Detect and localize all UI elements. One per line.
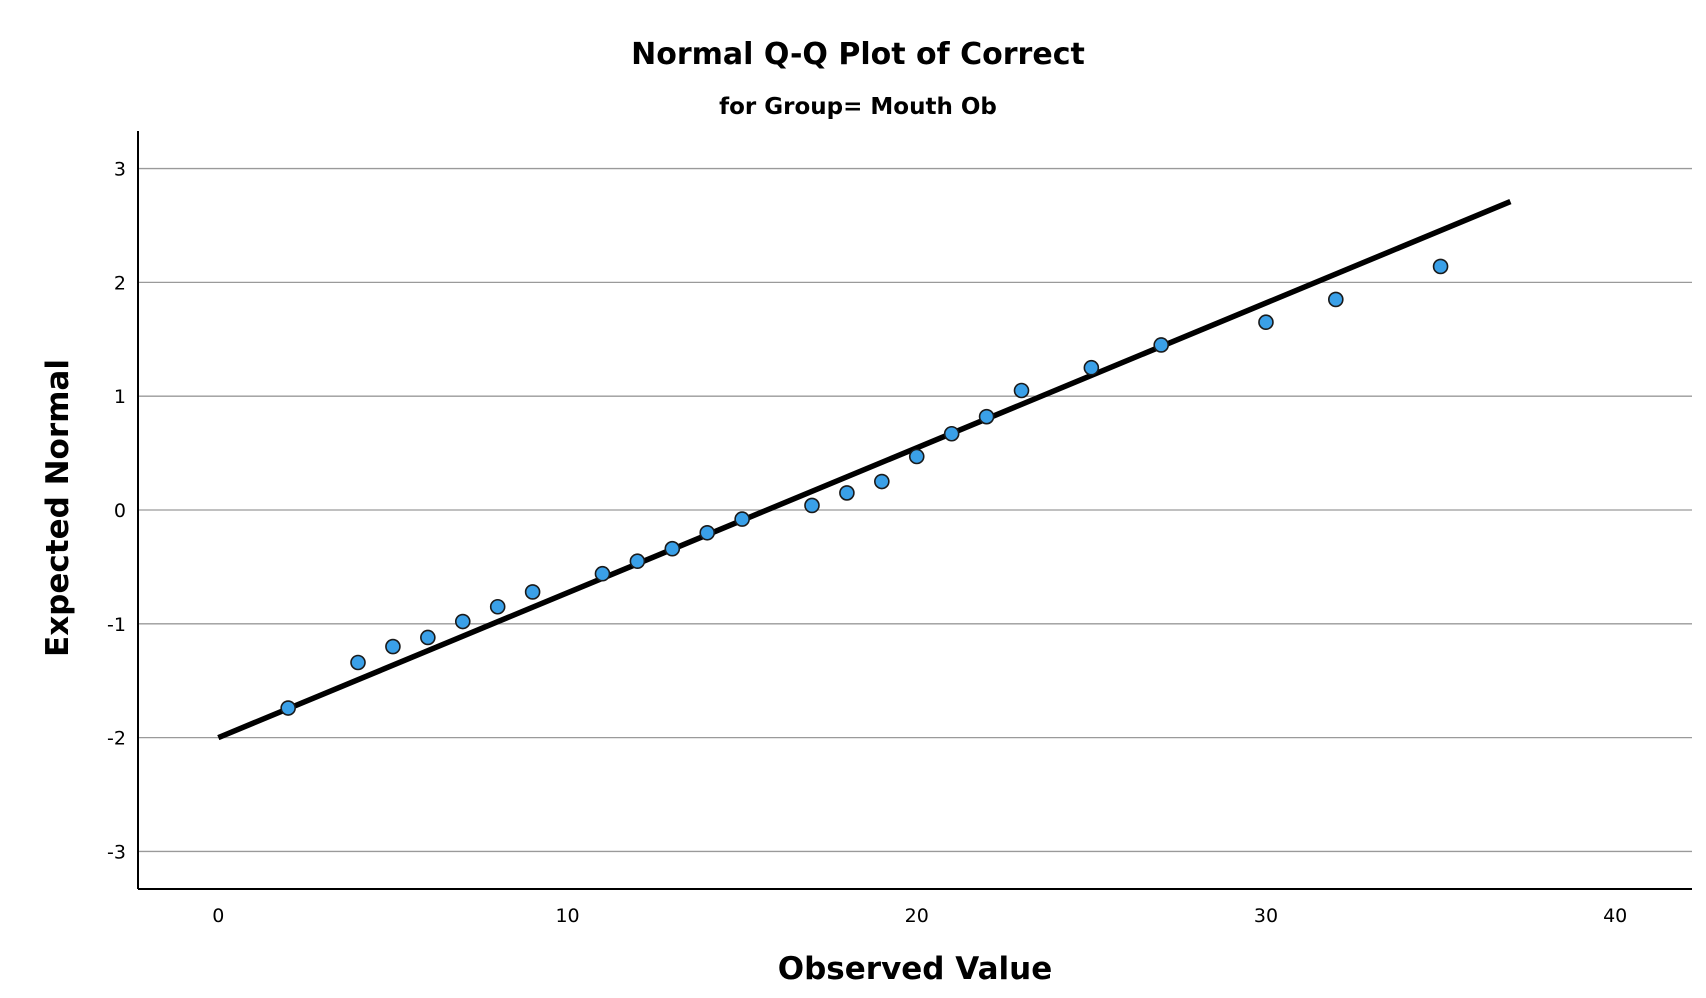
data-point [734, 511, 750, 527]
data-point [280, 700, 296, 716]
data-point [629, 553, 646, 570]
y-tick-label: 3 [114, 159, 126, 181]
data-point [1083, 359, 1100, 376]
x-tick-label: 30 [1254, 905, 1278, 927]
data-point [943, 425, 960, 442]
gridlines [138, 167, 1692, 853]
data-point [524, 584, 541, 600]
data-point [385, 638, 401, 655]
chart-title: Normal Q-Q Plot of Correct [631, 37, 1085, 72]
x-tick-label: 20 [905, 905, 929, 927]
x-tick-label: 10 [555, 905, 579, 927]
data-point [804, 497, 820, 514]
data-point [420, 629, 436, 646]
data-point [1013, 382, 1030, 399]
data-point [664, 540, 681, 557]
data-point [839, 485, 855, 501]
data-point [874, 473, 890, 490]
data-point [1153, 337, 1169, 353]
data-point [978, 408, 995, 425]
x-axis-title: Observed Value [778, 951, 1052, 987]
data-point [1328, 291, 1344, 308]
y-tick-label: -1 [107, 614, 126, 636]
reference-line [217, 199, 1512, 741]
data-point [908, 448, 925, 465]
data-point [489, 598, 506, 615]
data-points [280, 258, 1449, 716]
data-point [594, 565, 611, 582]
y-tick-label: 2 [114, 272, 126, 294]
x-tick-label: 0 [212, 905, 224, 927]
data-point [1432, 258, 1449, 275]
y-tick-label: 0 [114, 500, 126, 522]
reference-line-layer [217, 199, 1512, 741]
x-tick-label: 40 [1603, 905, 1627, 927]
data-point [350, 654, 366, 671]
y-tick-label: 1 [114, 386, 126, 408]
y-axis-title: Expected Normal [40, 359, 76, 657]
y-tick-label: -3 [107, 841, 126, 863]
data-point [454, 613, 471, 630]
data-point [699, 524, 716, 541]
data-point [1258, 314, 1274, 331]
axes [137, 131, 1692, 890]
y-tick-label: -2 [107, 728, 126, 750]
chart-subtitle: for Group= Mouth Ob [719, 94, 997, 120]
